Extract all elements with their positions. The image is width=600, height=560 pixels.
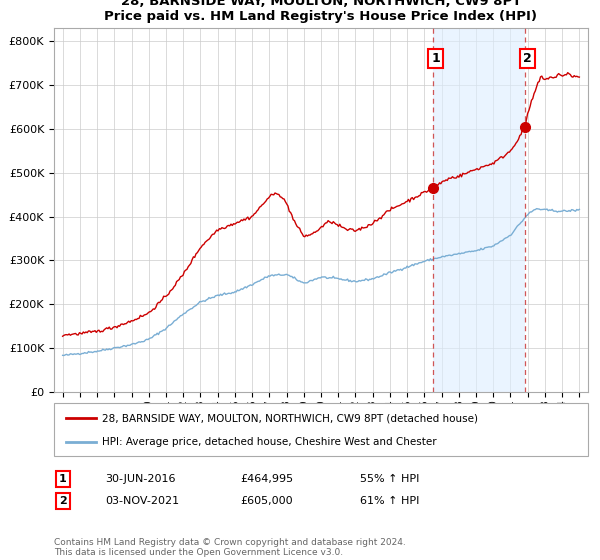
- Text: HPI: Average price, detached house, Cheshire West and Chester: HPI: Average price, detached house, Ches…: [102, 436, 437, 446]
- Text: 2: 2: [59, 496, 67, 506]
- Bar: [433, 28, 525, 392]
- Text: £464,995: £464,995: [240, 474, 293, 484]
- Title: 28, BARNSIDE WAY, MOULTON, NORTHWICH, CW9 8PT
Price paid vs. HM Land Registry's : 28, BARNSIDE WAY, MOULTON, NORTHWICH, CW…: [104, 0, 538, 22]
- Text: 03-NOV-2021: 03-NOV-2021: [105, 496, 179, 506]
- Text: 61% ↑ HPI: 61% ↑ HPI: [360, 496, 419, 506]
- Text: 1: 1: [59, 474, 67, 484]
- Text: 2: 2: [523, 52, 532, 65]
- Text: 55% ↑ HPI: 55% ↑ HPI: [360, 474, 419, 484]
- Text: 28, BARNSIDE WAY, MOULTON, NORTHWICH, CW9 8PT (detached house): 28, BARNSIDE WAY, MOULTON, NORTHWICH, CW…: [102, 413, 478, 423]
- Text: Contains HM Land Registry data © Crown copyright and database right 2024.
This d: Contains HM Land Registry data © Crown c…: [54, 538, 406, 557]
- Text: 30-JUN-2016: 30-JUN-2016: [105, 474, 176, 484]
- Text: £605,000: £605,000: [240, 496, 293, 506]
- Text: 1: 1: [431, 52, 440, 65]
